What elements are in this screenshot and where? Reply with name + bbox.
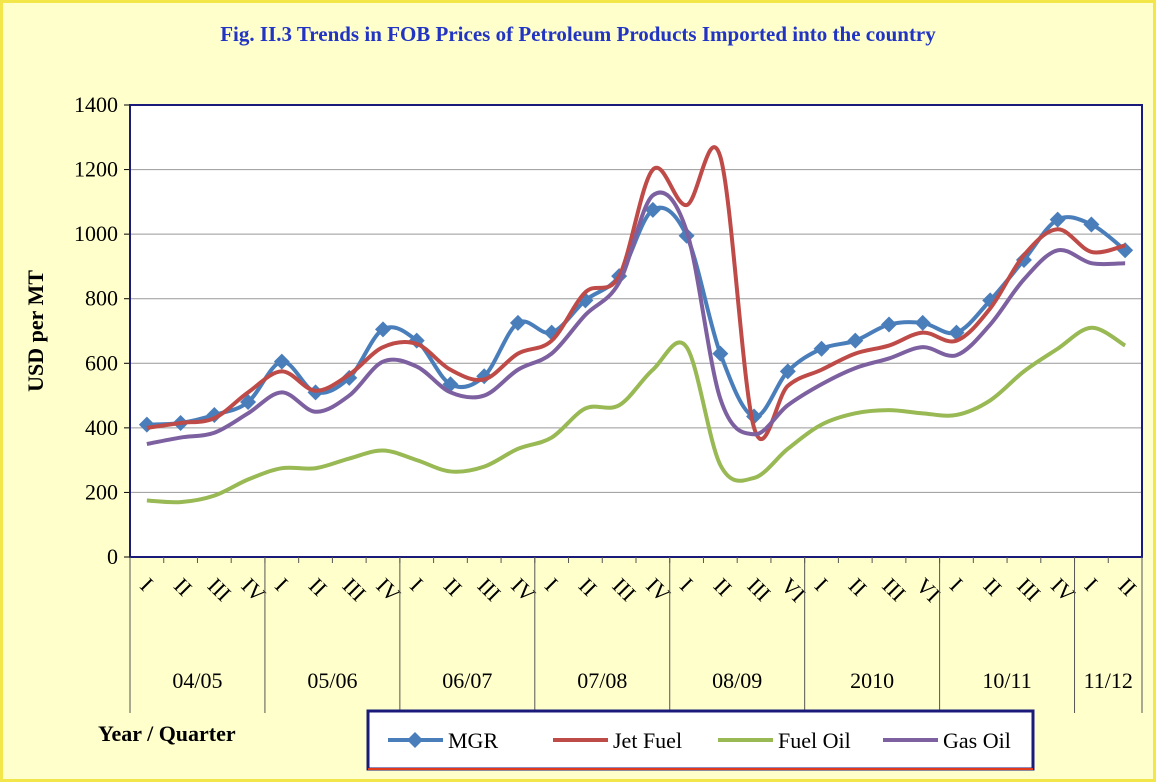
marker bbox=[644, 201, 661, 218]
group-label: 05/06 bbox=[307, 668, 357, 693]
x-tick-label: II bbox=[439, 573, 467, 601]
x-tick-label: IV bbox=[1046, 573, 1080, 607]
marker bbox=[881, 316, 897, 333]
marker bbox=[813, 340, 830, 357]
legend-label: Fuel Oil bbox=[778, 728, 851, 753]
x-tick-label: II bbox=[574, 573, 602, 601]
y-tick-label: 800 bbox=[85, 286, 118, 311]
group-label: 10/11 bbox=[982, 668, 1031, 693]
legend-box bbox=[366, 709, 1035, 771]
x-tick-label: II bbox=[304, 573, 332, 601]
x-tick-label: III bbox=[1012, 573, 1045, 606]
x-tick-label: I bbox=[810, 573, 833, 596]
x-tick-label: IV bbox=[237, 573, 271, 607]
x-tick-label: I bbox=[540, 573, 563, 596]
plot-area bbox=[130, 105, 1142, 557]
y-axis-label: USD per MT bbox=[23, 270, 48, 392]
x-tick-label: I bbox=[1080, 573, 1103, 596]
marker bbox=[1049, 211, 1066, 228]
y-tick-label: 0 bbox=[107, 544, 118, 569]
group-label: 11/12 bbox=[1084, 668, 1133, 693]
x-tick-label: II bbox=[709, 573, 737, 601]
series-line bbox=[146, 325, 1127, 505]
x-tick-label: I bbox=[675, 573, 698, 596]
group-label: 04/05 bbox=[172, 668, 222, 693]
y-tick-label: 200 bbox=[85, 479, 118, 504]
group-label: 06/07 bbox=[442, 668, 492, 693]
chart-title: Fig. II.3 Trends in FOB Prices of Petrol… bbox=[220, 22, 936, 46]
marker bbox=[847, 332, 864, 349]
marker bbox=[914, 314, 931, 331]
x-tick-label: IV bbox=[506, 573, 540, 607]
x-tick-label: IV bbox=[371, 573, 405, 607]
marker bbox=[273, 353, 290, 370]
marker bbox=[779, 363, 796, 380]
y-tick-label: 1400 bbox=[74, 92, 118, 117]
x-tick-label: III bbox=[608, 573, 641, 606]
x-tick-label: III bbox=[473, 573, 506, 606]
y-tick-label: 1200 bbox=[74, 157, 118, 182]
group-label: 08/09 bbox=[712, 668, 762, 693]
marker bbox=[509, 314, 526, 331]
x-tick-label: III bbox=[877, 573, 910, 606]
x-tick-label: II bbox=[844, 573, 872, 601]
x-tick-label: IV bbox=[641, 573, 675, 607]
marker bbox=[375, 321, 391, 338]
y-tick-label: 400 bbox=[85, 415, 118, 440]
x-tick-label: VI bbox=[776, 573, 810, 607]
x-tick-label: III bbox=[338, 573, 371, 606]
x-tick-label: I bbox=[135, 573, 158, 596]
y-tick-label: 600 bbox=[85, 350, 118, 375]
group-label: 2010 bbox=[850, 668, 894, 693]
group-label: 07/08 bbox=[577, 668, 627, 693]
marker bbox=[240, 394, 257, 411]
legend-label: Gas Oil bbox=[943, 728, 1011, 753]
x-tick-label: III bbox=[743, 573, 776, 606]
legend-label: MGR bbox=[448, 728, 498, 753]
legend-label: Jet Fuel bbox=[613, 728, 682, 753]
series-line bbox=[146, 145, 1126, 441]
x-axis-label: Year / Quarter bbox=[98, 721, 236, 746]
x-tick-label: II bbox=[1114, 573, 1142, 601]
marker bbox=[1083, 216, 1100, 233]
legend-marker bbox=[407, 732, 423, 748]
x-tick-label: I bbox=[270, 573, 293, 596]
x-tick-label: VI bbox=[911, 573, 945, 607]
x-tick-label: II bbox=[979, 573, 1007, 601]
marker bbox=[712, 345, 729, 362]
x-tick-label: II bbox=[169, 573, 197, 601]
x-tick-label: I bbox=[405, 573, 428, 596]
series-line bbox=[146, 190, 1126, 446]
x-tick-label: I bbox=[945, 573, 968, 596]
y-tick-label: 1000 bbox=[74, 221, 118, 246]
x-tick-label: III bbox=[203, 573, 236, 606]
